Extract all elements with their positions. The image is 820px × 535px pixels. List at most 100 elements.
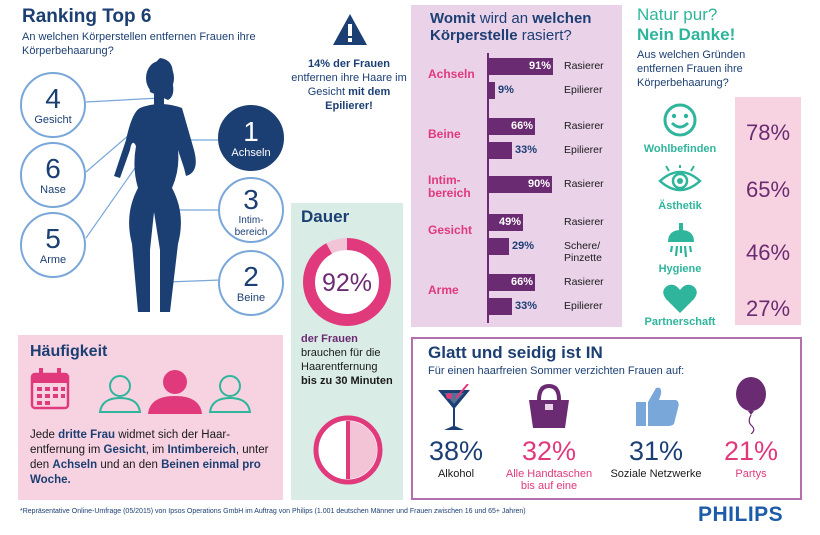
summer-subtitle: Für einen haarfreien Sommer verzichten F… [428, 365, 685, 377]
calendar-icon [30, 368, 70, 410]
warning-line: 14% der Frauen [308, 58, 390, 70]
connector-line-beine [167, 279, 221, 283]
rank-number: 3 [243, 184, 259, 215]
smiley-icon [663, 103, 697, 137]
handbag-icon [529, 383, 569, 428]
rank-label: Arme [39, 254, 67, 266]
frequency-title: Häufigkeit [30, 343, 108, 360]
bar-axis-line [487, 53, 489, 323]
bar-method-label: Epilierer [564, 144, 603, 156]
reason-pct-aesthetik: 65% [745, 177, 791, 202]
rank-circle-achseln: 1 Achseln [218, 105, 284, 171]
rank-circle-arme: 5 Arme [20, 212, 86, 278]
rank-circle-beine: 2 Beine [218, 250, 284, 316]
text-segment: und an den [97, 459, 162, 471]
bar-category-label: Gesicht [428, 223, 473, 237]
text-segment: , im [145, 444, 168, 456]
bar-3 [489, 142, 512, 159]
bar-category-label: Arme [428, 283, 459, 297]
bar-category-label: Beine [428, 127, 461, 141]
bar-5: 49% [489, 214, 523, 231]
rank-number: 1 [243, 116, 259, 147]
bar-method-label: Rasierer [564, 178, 604, 190]
philips-logo: PHILIPS [698, 503, 784, 526]
connector-line-gesicht [85, 97, 161, 103]
ranking-subtitle: An welchen Körperstellen entfernen Fraue… [22, 31, 256, 57]
bar-method-label: Rasierer [564, 60, 604, 72]
bar-method-label: Rasierer [564, 120, 604, 132]
rank-circle-intimbereich: 3 Intim-bereich [218, 177, 284, 243]
title-part: Nein Danke! [637, 25, 736, 44]
summer-pct-netzwerke: 31% [628, 436, 684, 466]
duration-line: der Frauen [301, 333, 358, 345]
duration-text: der Frauen brauchen für die Haarentfernun… [301, 332, 401, 388]
summer-title: Glatt und seidig ist IN [428, 343, 603, 362]
woman-silhouette-icon [114, 58, 196, 312]
bar-method-label: Rasierer [564, 276, 604, 288]
duration-ring-chart: 92% [303, 238, 391, 326]
summer-label-alkohol: Alkohol [437, 468, 475, 480]
bar-0: 91% [489, 58, 553, 75]
bar-value-label: 29% [512, 240, 535, 252]
warning-text: 14% der Frauen entfernen ihre Haare im Ge… [290, 57, 408, 113]
summer-pct-alkohol: 38% [428, 436, 484, 466]
heart-icon [663, 284, 697, 313]
bar-method-label: Epilierer [564, 300, 603, 312]
duration-ring-fill [303, 238, 391, 326]
reasons-subtitle: Aus welchen Gründen entfernen Frauen ihr… [637, 49, 746, 89]
rank-label: Intim-bereich [234, 215, 268, 238]
reason-label-aesthetik: Ästhetik [658, 200, 702, 212]
shower-icon [668, 223, 694, 258]
bar-1 [489, 82, 495, 99]
text-segment: widmet sich der Haar-entfernung im [30, 429, 231, 456]
bar-7: 66% [489, 274, 535, 291]
rank-circle-gesicht: 4 Gesicht [20, 72, 86, 138]
rank-number: 5 [45, 223, 61, 254]
text-emphasis: Beinen einmal pro Woche. [30, 459, 261, 486]
title-part: Natur pur? [637, 5, 718, 24]
text-emphasis: Intimbereich [167, 444, 236, 456]
cocktail-icon [438, 384, 470, 430]
rank-number: 4 [45, 83, 61, 114]
title-part: rasiert? [517, 27, 572, 44]
warning-icon [333, 14, 367, 45]
bar-method-label: Schere/ Pinzette [564, 240, 602, 264]
title-part: wird an [475, 10, 533, 27]
bar-category-label: Achseln [428, 67, 475, 81]
summer-label-handtaschen: Alle Handtaschen bis auf eine [505, 468, 593, 492]
reason-label-wohlbefinden: Wohlbefinden [643, 143, 717, 155]
warning-line: entfernen ihre Haare im Gesicht [291, 72, 407, 98]
shaving-method-title: Womit wird an welchen Körperstelle rasie… [430, 10, 620, 44]
text-segment: Jede [30, 429, 59, 441]
duration-line: bis zu 30 Minuten [301, 375, 393, 387]
footnote: *Repräsentative Online-Umfrage (05/2015)… [20, 508, 526, 515]
bar-method-label: Epilierer [564, 84, 603, 96]
frequency-text: Jede dritte Frau widmet sich der Haar-en… [30, 428, 278, 488]
reason-label-partnerschaft: Partnerschaft [644, 316, 716, 328]
bar-2: 66% [489, 118, 535, 135]
reason-label-hygiene: Hygiene [658, 263, 702, 275]
frequency-panel [18, 335, 283, 500]
bar-4: 90% [489, 176, 552, 193]
ranking-figure [85, 58, 221, 312]
duration-percentage: 92% [322, 269, 372, 297]
duration-line: brauchen für die Haarentfernung [301, 347, 381, 373]
reason-pct-partnerschaft: 27% [745, 296, 791, 321]
balloon-icon [736, 377, 766, 434]
reasons-title: Natur pur? Nein Danke! [637, 5, 735, 45]
reason-pct-hygiene: 46% [745, 240, 791, 265]
summer-pct-partys: 21% [723, 436, 779, 466]
thumbs-up-icon [636, 387, 679, 426]
bar-method-label: Rasierer [564, 216, 604, 228]
reason-pct-wohlbefinden: 78% [745, 120, 791, 145]
rank-label: Nase [40, 184, 66, 196]
warning-line: mit dem Epilierer! [325, 86, 391, 112]
title-part: welchen Körperstelle [430, 10, 592, 44]
rank-number: 2 [243, 261, 259, 292]
text-emphasis: Achseln [52, 459, 98, 471]
summer-panel [411, 337, 802, 500]
text-emphasis: dritte Frau [58, 429, 116, 441]
bar-6 [489, 238, 509, 255]
text-emphasis: Gesicht [103, 444, 146, 456]
rank-label: Beine [236, 292, 266, 304]
